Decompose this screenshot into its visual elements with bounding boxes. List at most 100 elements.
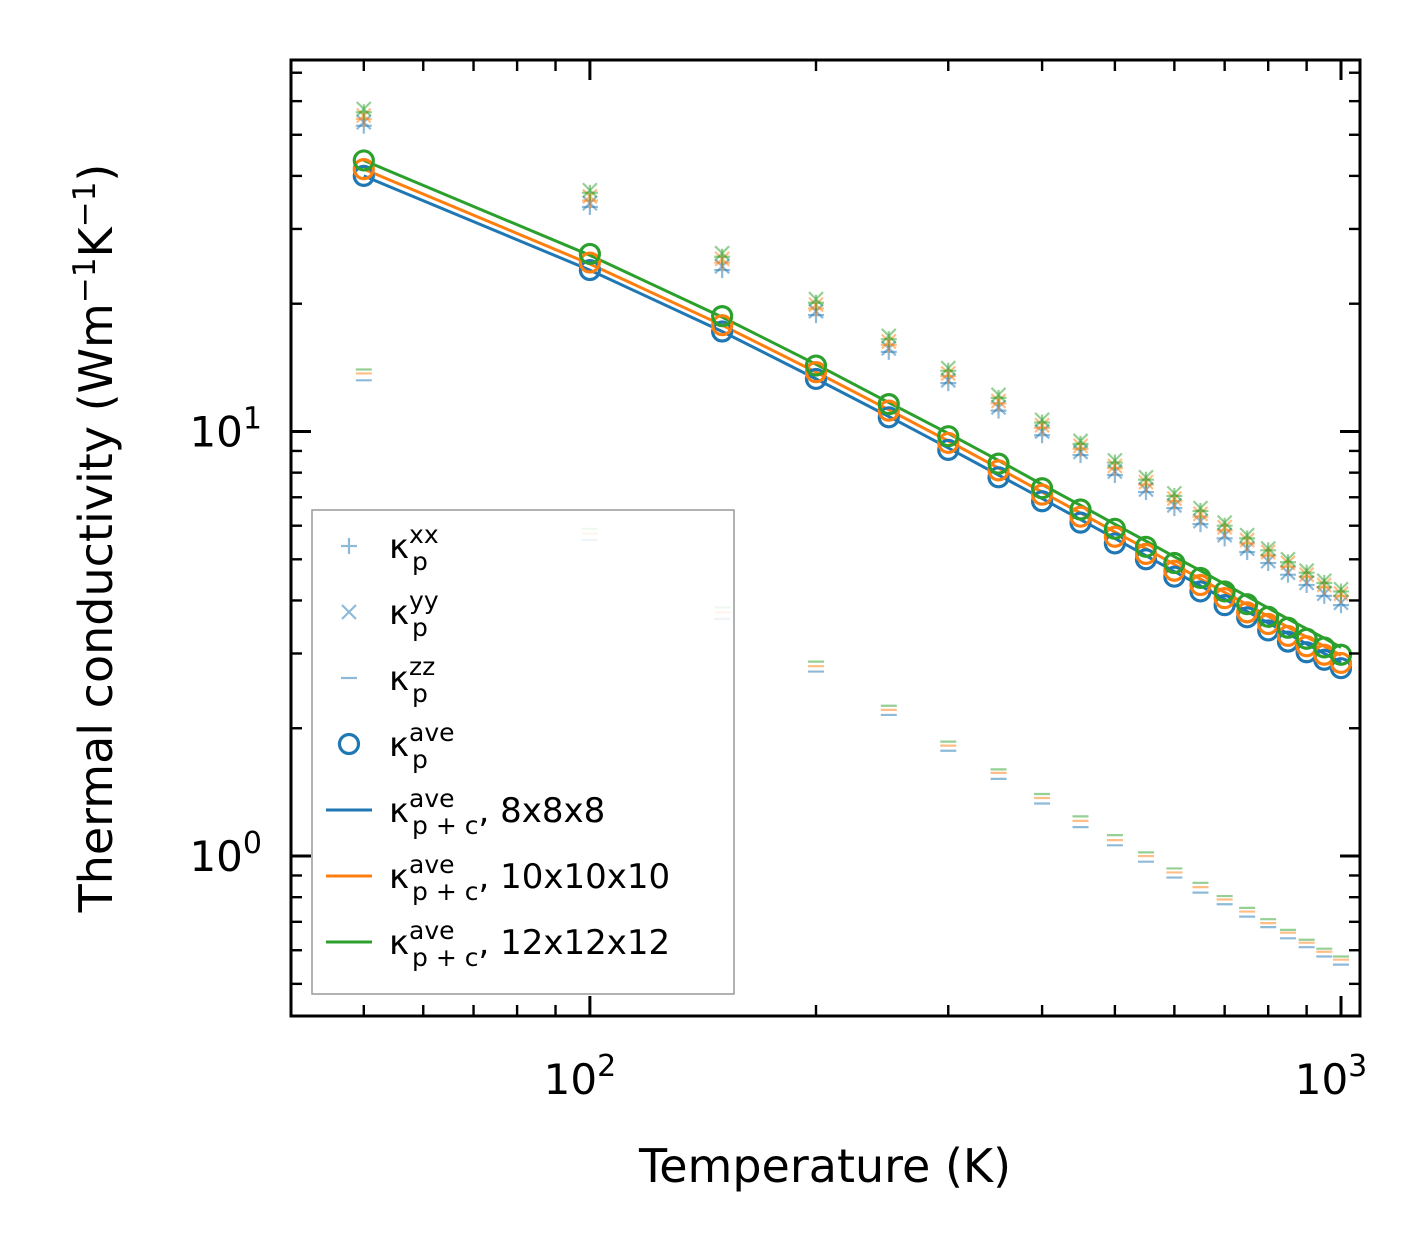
kyy-point-12x12x12 bbox=[881, 328, 897, 344]
kxx-point-12x12x12 bbox=[1298, 564, 1315, 581]
legend-entry-3: κave p bbox=[337, 718, 455, 774]
tick-layer bbox=[289, 60, 1360, 1016]
kave-point-10x10x10 bbox=[937, 431, 960, 455]
plot-frame bbox=[289, 58, 1362, 1018]
kxx-point-12x12x12 bbox=[1260, 542, 1277, 559]
legend-label: κave p + c, 10x10x10 bbox=[389, 850, 670, 906]
legend-cross-marker bbox=[341, 604, 357, 620]
y-axis-title: Thermal conductivity (Wm−1K−1) bbox=[67, 164, 123, 914]
kave-point-12x12x12 bbox=[1189, 566, 1212, 590]
kave-point-10x10x10 bbox=[1069, 505, 1092, 528]
kave-point-10x10x10 bbox=[987, 459, 1010, 482]
y-axis-title-text: Thermal conductivity (Wm bbox=[69, 303, 123, 913]
legend-entry-6: κave p + c, 12x12x12 bbox=[326, 916, 670, 972]
kave-point-8x8x8 bbox=[1189, 580, 1212, 603]
kave-point-12x12x12 bbox=[1295, 627, 1318, 650]
kyy-point-12x12x12 bbox=[1192, 500, 1209, 516]
kxx-point-12x12x12 bbox=[1192, 502, 1209, 519]
kyy-point-12x12x12 bbox=[1280, 551, 1296, 568]
kave-point-8x8x8 bbox=[877, 406, 900, 429]
y-tick-label: 101 bbox=[189, 402, 262, 457]
kyy-point-12x12x12 bbox=[1216, 514, 1233, 531]
kyy-point-12x12x12 bbox=[582, 182, 598, 199]
kyy-point-12x12x12 bbox=[1138, 469, 1154, 486]
kave-point-12x12x12 bbox=[352, 149, 375, 172]
kave-point-10x10x10 bbox=[877, 399, 900, 422]
y-axis-title-sup1: −1 bbox=[67, 257, 103, 303]
kave-point-10x10x10 bbox=[1030, 483, 1054, 506]
tick-label-layer: 102 103 100 101 bbox=[189, 402, 1367, 1104]
kxx-point-12x12x12 bbox=[1332, 583, 1349, 600]
legend-label: κave p + c, 12x12x12 bbox=[389, 916, 670, 972]
kave-point-12x12x12 bbox=[1276, 616, 1300, 639]
y-tick-label: 100 bbox=[189, 826, 262, 881]
kave-point-10x10x10 bbox=[1236, 601, 1259, 624]
kyy-point-12x12x12 bbox=[1107, 452, 1123, 469]
kxx-point-12x12x12 bbox=[355, 104, 372, 121]
kave-point-12x12x12 bbox=[1134, 535, 1158, 558]
kave-point-8x8x8 bbox=[1163, 565, 1186, 588]
y-axis-title-sup2: −1 bbox=[67, 182, 103, 228]
kave-point-12x12x12 bbox=[877, 393, 900, 416]
kave-point-12x12x12 bbox=[1213, 580, 1236, 603]
kxx-point-12x12x12 bbox=[1034, 414, 1051, 431]
kxx-point-12x12x12 bbox=[1166, 487, 1183, 504]
kxx-point-12x12x12 bbox=[940, 362, 957, 379]
y-axis-title-close: ) bbox=[69, 164, 123, 182]
kave-point-12x12x12 bbox=[1329, 643, 1353, 666]
kxx-point-12x12x12 bbox=[1316, 574, 1333, 591]
kave-point-12x12x12 bbox=[1103, 517, 1126, 540]
legend-entry-0: κxx p bbox=[341, 520, 439, 576]
legend-circle-marker bbox=[337, 732, 361, 756]
kave-point-10x10x10 bbox=[711, 314, 734, 337]
x-axis-title: Temperature (K) bbox=[638, 1139, 1011, 1193]
kave-point-10x10x10 bbox=[1103, 525, 1126, 548]
kave-point-12x12x12 bbox=[1030, 477, 1054, 500]
kave-point-12x12x12 bbox=[804, 354, 828, 377]
kave-point-10x10x10 bbox=[1163, 559, 1186, 582]
kave-point-12x12x12 bbox=[1236, 593, 1259, 616]
kave-point-10x10x10 bbox=[1134, 542, 1158, 565]
kave-point-12x12x12 bbox=[937, 425, 960, 448]
legend: κxx p κyy p κzz p κave p κave p + c, 8x8x8 κave p +… bbox=[311, 509, 735, 995]
kave-point-12x12x12 bbox=[711, 304, 734, 328]
kave-point-10x10x10 bbox=[1213, 587, 1236, 610]
kyy-point-12x12x12 bbox=[1260, 540, 1276, 557]
legend-entry-4: κave p + c, 8x8x8 bbox=[326, 784, 605, 840]
kxx-point-12x12x12 bbox=[714, 248, 731, 265]
kave-point-8x8x8 bbox=[1213, 594, 1236, 617]
kyy-point-12x12x12 bbox=[1072, 433, 1089, 449]
kave-point-8x8x8 bbox=[1069, 511, 1092, 534]
kyy-point-12x12x12 bbox=[940, 360, 957, 376]
kave-point-8x8x8 bbox=[804, 367, 828, 391]
legend-plus-marker bbox=[341, 538, 357, 554]
kave-point-10x10x10 bbox=[352, 158, 375, 181]
kave-point-12x12x12 bbox=[1163, 551, 1186, 575]
legend-label: κxx p bbox=[389, 520, 439, 576]
kave-point-8x8x8 bbox=[578, 258, 601, 282]
kxx-point-12x12x12 bbox=[1106, 454, 1123, 471]
legend-label: κzz p bbox=[389, 652, 435, 708]
y-axis-title-mid: K bbox=[69, 225, 123, 257]
kyy-point-12x12x12 bbox=[1333, 581, 1349, 598]
kave-point-12x12x12 bbox=[578, 242, 601, 266]
kxx-point-12x12x12 bbox=[1216, 517, 1233, 534]
kave-point-8x8x8 bbox=[937, 438, 960, 462]
x-tick-label: 102 bbox=[544, 1049, 617, 1104]
legend-entry-5: κave p + c, 10x10x10 bbox=[326, 850, 670, 906]
kxx-point-12x12x12 bbox=[1137, 471, 1154, 488]
kxx-point-12x12x12 bbox=[581, 184, 598, 201]
kave-point-8x8x8 bbox=[987, 466, 1010, 489]
legend-label: κave p + c, 8x8x8 bbox=[389, 784, 605, 840]
legend-entry-2: κzz p bbox=[341, 652, 435, 708]
line-kave-pc-12x12x12 bbox=[363, 159, 1342, 649]
kyy-point-12x12x12 bbox=[990, 387, 1007, 403]
kave-point-12x12x12 bbox=[987, 452, 1010, 475]
kyy-point-12x12x12 bbox=[808, 291, 824, 307]
kave-point-8x8x8 bbox=[1103, 532, 1126, 555]
kyy-point-12x12x12 bbox=[1239, 527, 1255, 543]
kyy-point-12x12x12 bbox=[356, 101, 372, 117]
legend-entry-1: κyy p bbox=[341, 586, 439, 642]
kxx-point-12x12x12 bbox=[880, 331, 897, 348]
